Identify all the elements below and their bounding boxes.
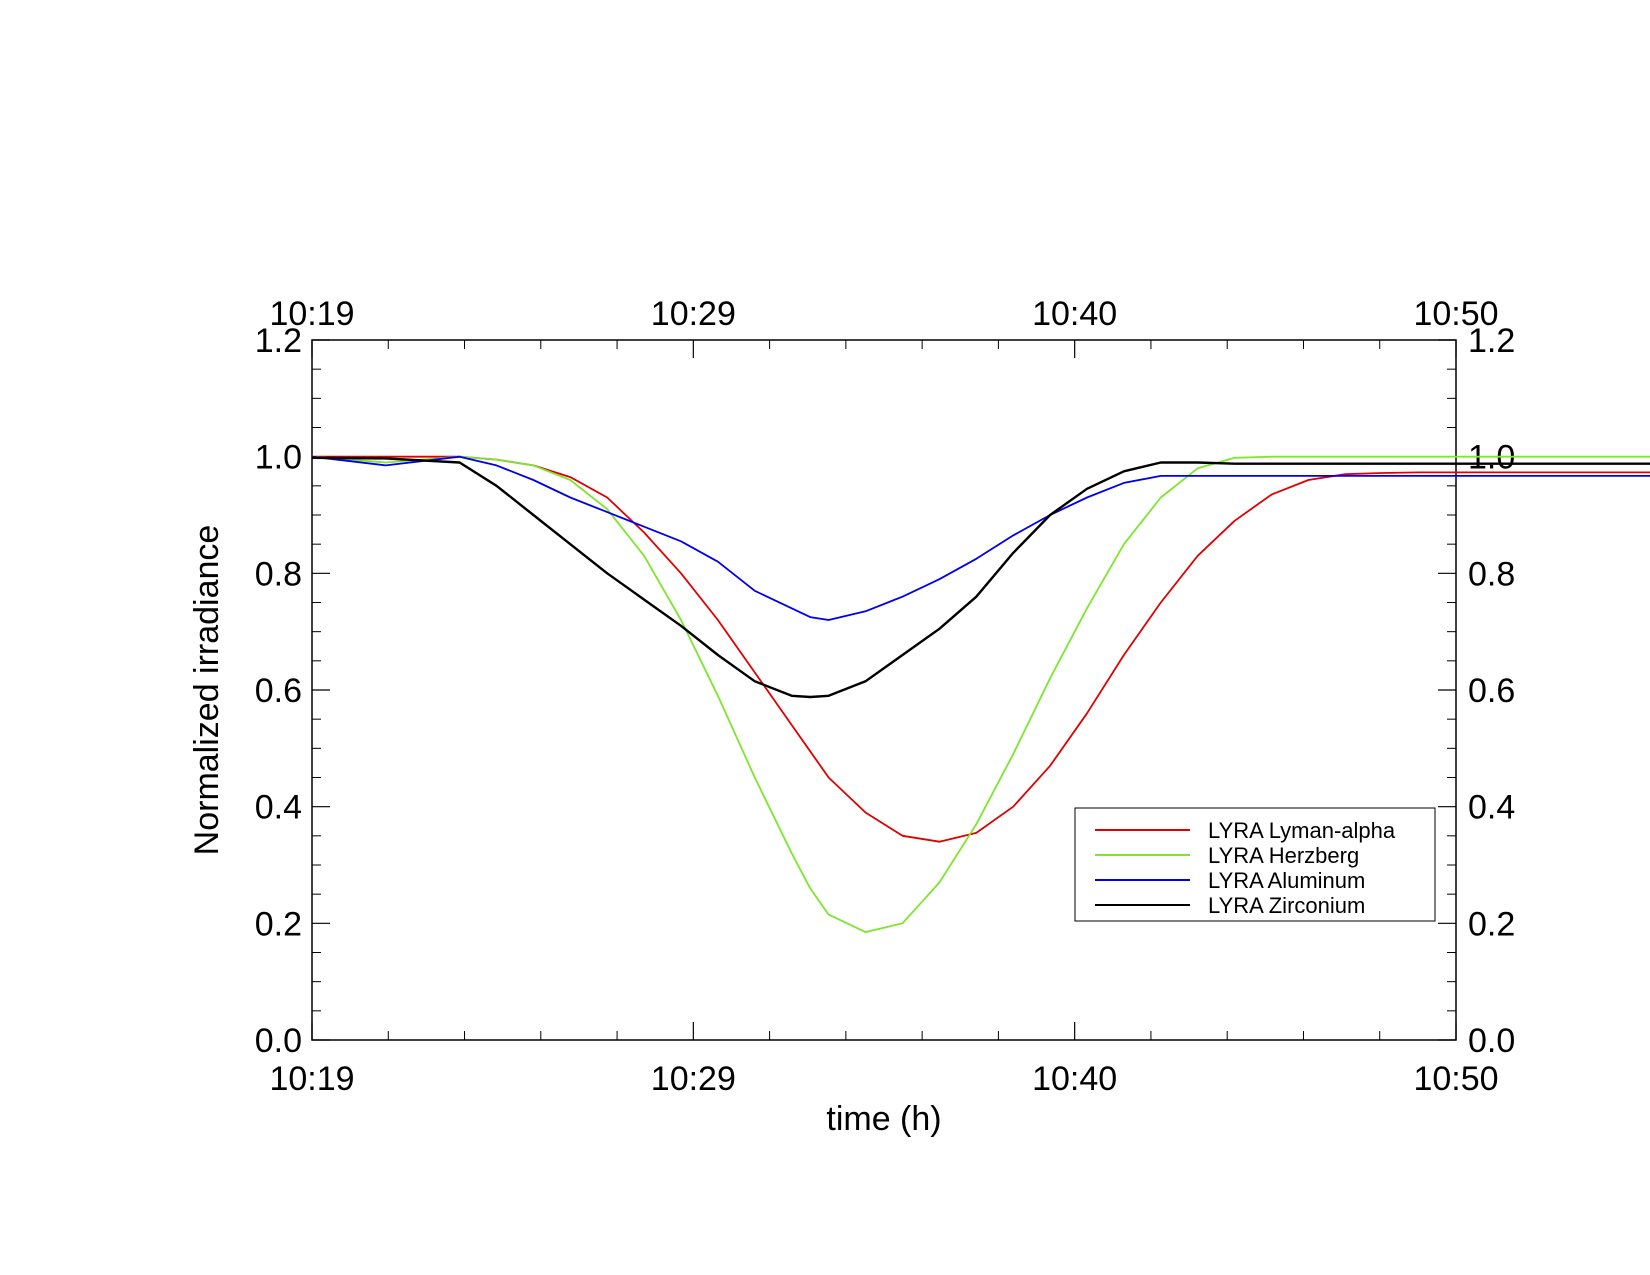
x-tick-label-bottom: 10:40 [1032, 1060, 1117, 1098]
legend-label: LYRA Herzberg [1208, 843, 1359, 868]
y-tick-label-right: 0.2 [1468, 905, 1515, 943]
x-tick-label-top: 10:29 [651, 295, 736, 333]
y-tick-label-left: 0.4 [255, 789, 302, 827]
y-tick-label-right: 0.0 [1468, 1022, 1515, 1060]
y-tick-label-left: 0.8 [255, 555, 302, 593]
y-tick-label-right: 0.8 [1468, 555, 1515, 593]
x-axis-label: time (h) [826, 1100, 941, 1138]
axis-ticks [311, 339, 1457, 1041]
x-tick-label-bottom: 10:50 [1413, 1060, 1498, 1098]
y-tick-label-left: 0.6 [255, 672, 302, 710]
x-tick-label-bottom: 10:19 [269, 1060, 354, 1098]
series-line-lyra-aluminum [311, 455, 1650, 621]
series-layer [311, 455, 1650, 933]
series-line-lyra-lyman-alpha [312, 455, 1650, 843]
y-tick-label-left: 1.2 [255, 322, 302, 360]
legend-box [1074, 807, 1436, 922]
legend-label: LYRA Lyman-alpha [1208, 818, 1396, 843]
y-tick-label-right: 1.2 [1468, 322, 1515, 360]
x-tick-label-top: 10:19 [269, 295, 354, 333]
y-tick-label-left: 0.0 [255, 1022, 302, 1060]
y-tick-label-right: 0.4 [1468, 789, 1515, 827]
series-line-lyra-herzberg [311, 455, 1650, 933]
x-tick-label-top: 10:50 [1413, 295, 1498, 333]
x-tick-label-bottom: 10:29 [651, 1060, 736, 1098]
series-line-lyra-zirconium [311, 456, 1650, 699]
y-tick-label-right: 1.0 [1468, 439, 1515, 477]
plot-frame [311, 339, 1457, 1041]
legend-label: LYRA Zirconium [1208, 893, 1365, 918]
legend-label: LYRA Aluminum [1208, 868, 1365, 893]
y-tick-label-left: 0.2 [255, 905, 302, 943]
y-axis-label: Normalized irradiance [188, 525, 226, 856]
axis-tick-labels: 10:19 10:19 10:29 10:29 10:40 10:40 10:50 10:50… [255, 295, 1516, 1098]
y-tick-label-right: 0.6 [1468, 672, 1515, 710]
x-tick-label-top: 10:40 [1032, 295, 1117, 333]
y-tick-label-left: 1.0 [255, 439, 302, 477]
